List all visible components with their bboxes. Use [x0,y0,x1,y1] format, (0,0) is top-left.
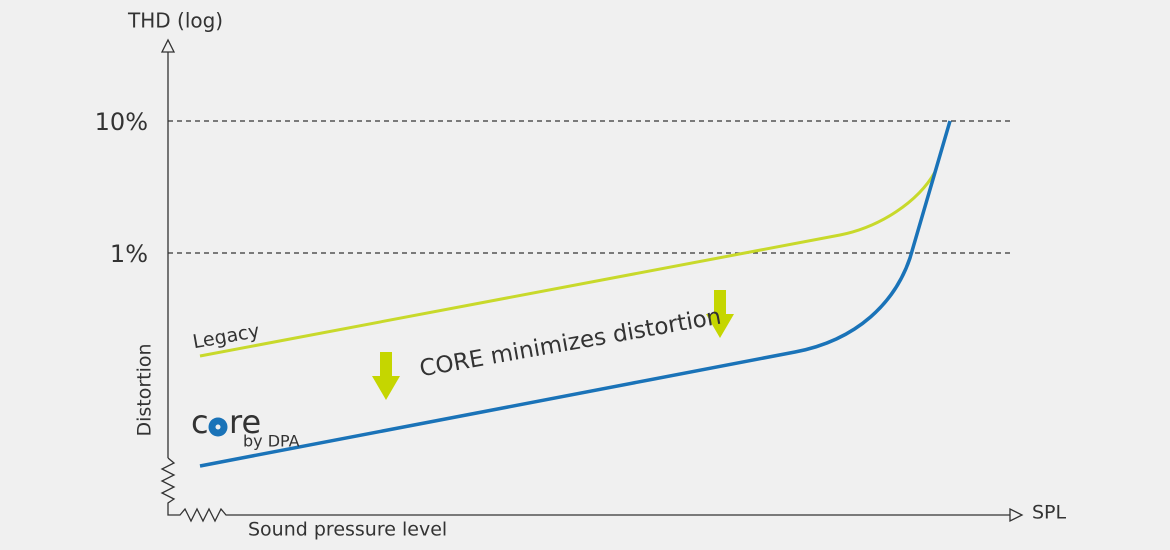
logo-disc-hole [215,424,221,430]
legacy-curve [199,171,937,358]
core-curve [199,120,952,468]
legacy-label: Legacy [191,320,261,353]
tick-label: 10% [95,108,148,136]
axes [160,38,1024,523]
x-axis [160,457,1010,523]
down-arrow [372,352,400,400]
logo-text: re [229,403,261,441]
logo-text: c [191,403,209,441]
y-axis-title: THD (log) [127,9,223,33]
tick-label: 1% [110,240,148,268]
x-axis-label: Sound pressure level [248,519,447,541]
y-arrow [160,38,176,53]
x-arrow [1009,507,1024,523]
y-axis-label: Distortion [134,343,156,436]
x-axis-title: SPL [1032,502,1067,524]
annotation: CORE minimizes distortion [418,304,724,383]
logo-by: by DPA [243,432,300,451]
down-arrow [706,290,734,338]
